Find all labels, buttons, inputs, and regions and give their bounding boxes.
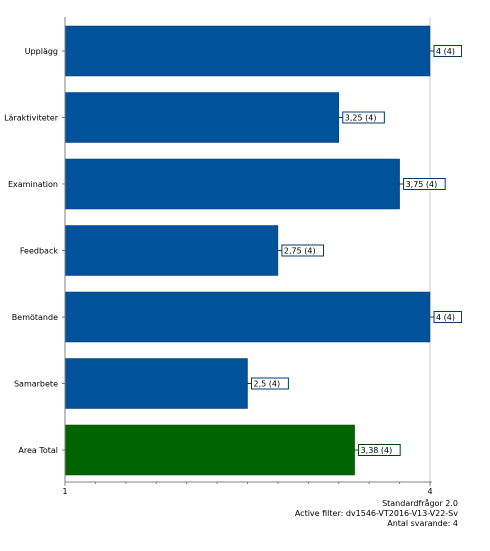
category-label: Area Total <box>18 446 58 455</box>
category-label: Samarbete <box>14 380 58 389</box>
axes <box>62 17 432 486</box>
category-label: Upplägg <box>25 47 58 56</box>
x-tick-label: 4 <box>427 487 432 496</box>
data-label-box <box>403 178 446 190</box>
category-label: Feedback <box>20 247 58 256</box>
data-label: 3,75 (4) <box>406 180 438 189</box>
data-label-box <box>433 311 462 323</box>
data-label-box <box>433 45 462 57</box>
x-tick-label: 1 <box>62 487 67 496</box>
bar-examination <box>64 158 400 210</box>
bar-bem-tande <box>64 291 431 343</box>
chart-footer: Standardfrågor 2.0 Active filter: dv1546… <box>295 499 458 529</box>
bars <box>64 25 431 476</box>
bar-uppl-gg <box>64 25 431 77</box>
data-label: 2,75 (4) <box>284 247 316 256</box>
data-label: 3,38 (4) <box>361 446 393 455</box>
data-label-box <box>358 444 401 456</box>
footer-active-filter: Active filter: dv1546-VT2016-V13-V22-Sv <box>294 509 458 518</box>
data-label-box <box>342 111 385 124</box>
data-label: 4 (4) <box>436 313 455 322</box>
data-label-box <box>251 377 289 390</box>
category-label: Bemötande <box>12 313 58 322</box>
data-labels: 4 (4) 3,25 (4) 3,75 (4) 2,75 (4) 4 (4) 2,5 (4… <box>247 45 462 456</box>
bar-area-total <box>64 424 355 476</box>
bar-l-raktiviteter <box>64 92 339 143</box>
bar-feedback <box>64 225 279 276</box>
footer-respondent-count: Antal svarande: 4 <box>387 519 458 528</box>
data-label: 3,25 (4) <box>345 114 377 123</box>
data-label: 4 (4) <box>436 47 455 56</box>
footer-survey-name: Standardfrågor 2.0 <box>382 499 458 508</box>
data-label-box <box>281 244 325 257</box>
data-label: 2,5 (4) <box>254 380 281 389</box>
category-labels: Upplägg Läraktiviteter Examination Feedback… <box>4 47 59 455</box>
category-label: Läraktiviteter <box>4 114 59 123</box>
bar-samarbete <box>64 358 248 409</box>
category-label: Examination <box>8 180 58 189</box>
